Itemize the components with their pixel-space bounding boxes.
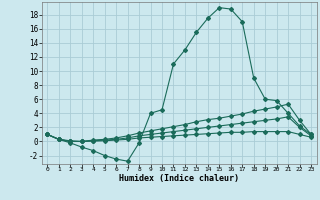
X-axis label: Humidex (Indice chaleur): Humidex (Indice chaleur): [119, 174, 239, 183]
